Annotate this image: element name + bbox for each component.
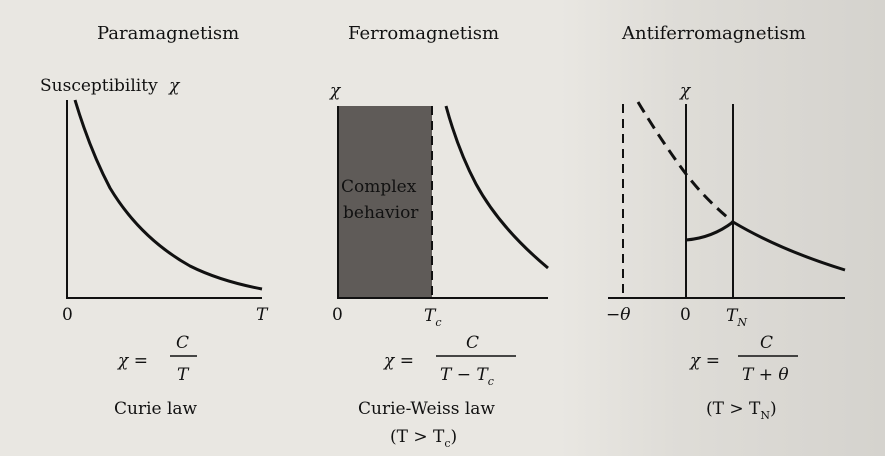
region-label-line2: behavior xyxy=(343,203,419,223)
chi-symbol: χ xyxy=(168,76,181,96)
x-origin-label: 0 xyxy=(332,305,343,325)
x-origin-label: 0 xyxy=(62,305,73,325)
curie-weiss-curve xyxy=(444,105,549,270)
x-origin-label: 0 xyxy=(680,305,691,325)
formula-denominator: T + θ xyxy=(742,365,789,385)
formula-numerator: C xyxy=(176,333,189,353)
formula-denominator: T xyxy=(177,365,190,385)
panel-title: Antiferromagnetism xyxy=(621,23,806,44)
law-label: Curie-Weiss law xyxy=(358,399,495,419)
condition-label: (T > Tc) xyxy=(390,427,457,450)
tc-label-sub: c xyxy=(435,316,441,329)
tc-label-t: T xyxy=(424,306,437,326)
condition-sub: N xyxy=(760,409,770,422)
formula-denominator-sub: c xyxy=(488,375,494,388)
formula-lhs: χ = xyxy=(689,351,720,371)
curie-curve xyxy=(73,99,263,291)
complex-behavior-region xyxy=(338,106,432,298)
condition-label: (T > TN) xyxy=(706,399,777,422)
condition-close: ) xyxy=(451,427,458,447)
panel-paramagnetism: Paramagnetism Susceptibility χ 0 T χ = C… xyxy=(40,23,269,419)
formula-numerator: C xyxy=(466,333,479,353)
panel-ferromagnetism: Ferromagnetism χ Complex behavior 0 Tc χ… xyxy=(329,23,549,450)
tn-label-sub: N xyxy=(736,316,747,329)
formula-denominator: T − Tc xyxy=(440,365,494,388)
tn-label-t: T xyxy=(726,306,739,326)
formula-lhs: χ = xyxy=(117,351,148,371)
below-tn-curve xyxy=(685,220,734,242)
formula-denominator-text: T − T xyxy=(440,365,489,385)
y-axis-label-text: Susceptibility xyxy=(40,76,158,96)
condition-close: ) xyxy=(770,399,777,419)
y-axis-label: Susceptibility χ xyxy=(40,76,181,96)
neg-theta-label: −θ xyxy=(606,305,630,325)
formula-numerator: C xyxy=(760,333,773,353)
condition-text: (T > T xyxy=(706,399,761,419)
panel-title: Ferromagnetism xyxy=(348,23,499,44)
x-axis-label: T xyxy=(256,305,269,325)
law-label: Curie law xyxy=(114,399,198,419)
above-tn-curve xyxy=(732,220,846,272)
panel-antiferromagnetism: Antiferromagnetism χ −θ 0 TN χ = C T + θ… xyxy=(606,23,846,422)
tn-label: TN xyxy=(726,306,747,329)
extrapolated-curve xyxy=(636,101,734,224)
condition-text: (T > T xyxy=(390,427,445,447)
panel-title: Paramagnetism xyxy=(97,23,239,44)
condition-sub: c xyxy=(444,437,450,450)
region-label-line1: Complex xyxy=(341,177,417,197)
formula-lhs: χ = xyxy=(383,351,414,371)
tc-label: Tc xyxy=(424,306,442,329)
y-axis-label: χ xyxy=(329,81,342,101)
y-axis-label: χ xyxy=(679,81,692,101)
